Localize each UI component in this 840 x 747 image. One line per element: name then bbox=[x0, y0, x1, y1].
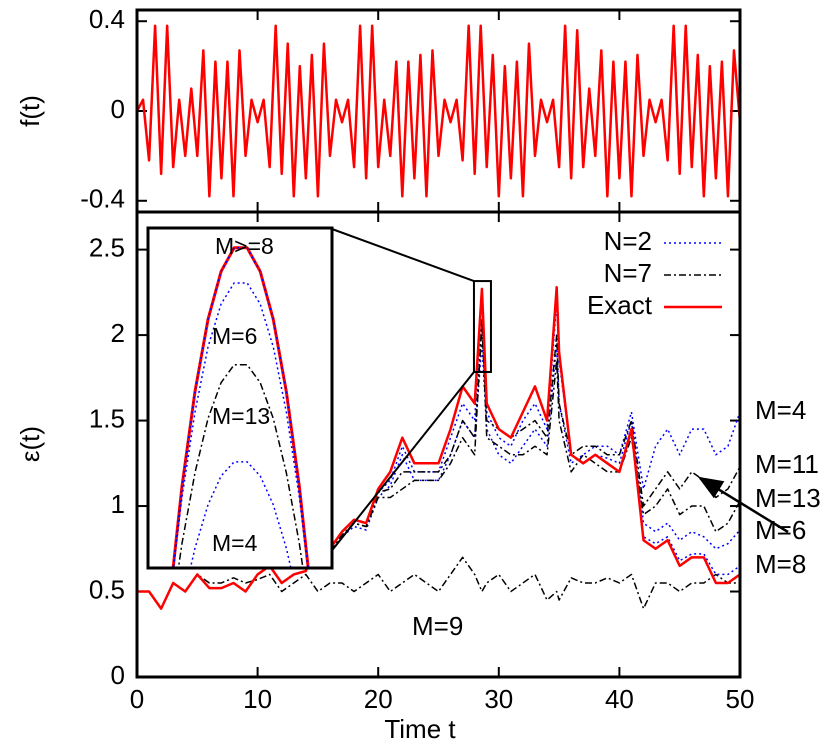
y-tick-label: 2.5 bbox=[89, 232, 125, 262]
curve-label: M=8 bbox=[755, 549, 806, 579]
inset-curve bbox=[177, 364, 304, 568]
y-tick-label: 0.5 bbox=[89, 574, 125, 604]
y-tick-label: 2 bbox=[111, 318, 125, 348]
inset-label: M=13 bbox=[212, 403, 270, 429]
y-tick-label: 1.5 bbox=[89, 403, 125, 433]
x-tick-label: 10 bbox=[243, 684, 272, 714]
curve-label: M=11 bbox=[755, 449, 819, 479]
x-tick-label: 0 bbox=[130, 684, 144, 714]
inset-curve bbox=[189, 461, 292, 568]
zoom-box bbox=[472, 280, 492, 374]
y-tick-label: 0 bbox=[111, 660, 125, 690]
curve bbox=[137, 556, 740, 610]
inset-curve bbox=[172, 247, 309, 568]
y-tick-label: 1 bbox=[111, 489, 125, 519]
y-tick-label: 0 bbox=[111, 94, 125, 124]
y-tick-label: -0.4 bbox=[80, 184, 125, 214]
top-y-axis-label: f(t) bbox=[15, 95, 45, 127]
connector bbox=[331, 228, 475, 283]
curve-label: M=6 bbox=[755, 515, 806, 545]
bottom-y-axis-label: ε(t) bbox=[15, 426, 45, 462]
plot-frame bbox=[135, 210, 742, 679]
inset-label: M=4 bbox=[212, 530, 258, 556]
y-tick-label: 0.4 bbox=[89, 4, 125, 34]
x-axis-label: Time t bbox=[384, 714, 456, 744]
x-tick-label: 30 bbox=[484, 684, 513, 714]
arrow bbox=[697, 476, 789, 534]
legend-label: Exact bbox=[587, 290, 653, 320]
inset-frame bbox=[146, 226, 334, 570]
curve-label: M=4 bbox=[755, 395, 806, 425]
inset-label: M=6 bbox=[212, 323, 257, 349]
x-tick-label: 20 bbox=[364, 684, 393, 714]
legend-label: N=2 bbox=[604, 226, 652, 256]
x-tick-label: 40 bbox=[605, 684, 634, 714]
curve bbox=[137, 285, 740, 610]
x-tick-label: 50 bbox=[726, 684, 755, 714]
inset-curve bbox=[172, 282, 309, 568]
curve bbox=[137, 24, 740, 198]
inset-background bbox=[148, 228, 332, 568]
curve-label: M=13 bbox=[755, 483, 821, 513]
legend-label: N=7 bbox=[604, 258, 652, 288]
inset-label: M>=8 bbox=[215, 233, 274, 259]
connector bbox=[317, 371, 475, 569]
curve-label: M=9 bbox=[412, 611, 463, 641]
